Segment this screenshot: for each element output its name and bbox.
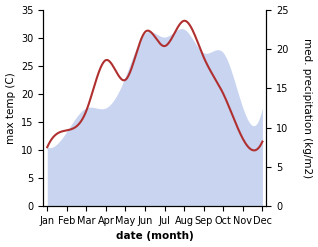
Y-axis label: max temp (C): max temp (C) <box>5 72 16 144</box>
X-axis label: date (month): date (month) <box>116 231 194 242</box>
Y-axis label: med. precipitation (kg/m2): med. precipitation (kg/m2) <box>302 38 313 178</box>
